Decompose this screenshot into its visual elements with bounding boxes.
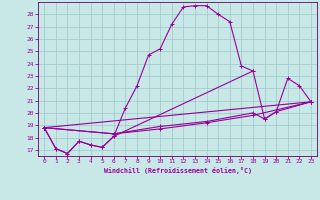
X-axis label: Windchill (Refroidissement éolien,°C): Windchill (Refroidissement éolien,°C) [104, 167, 252, 174]
